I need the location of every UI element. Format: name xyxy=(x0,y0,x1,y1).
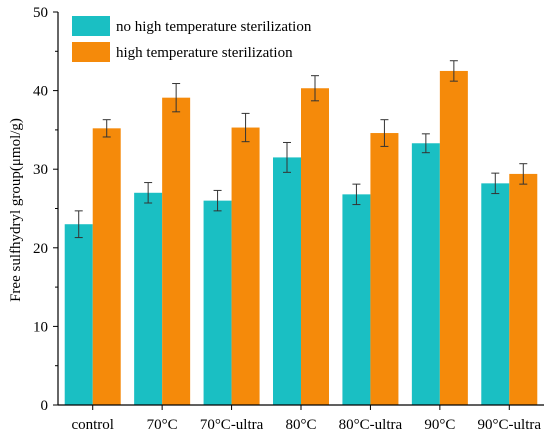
bar-sterilization-1 xyxy=(162,97,191,405)
bar-sterilization-3 xyxy=(301,88,329,405)
x-tick-label: 80°C-ultra xyxy=(339,417,403,433)
legend-label-1: high temperature sterilization xyxy=(116,45,293,61)
x-tick-label: 70°C xyxy=(147,417,178,433)
y-tick-label: 50 xyxy=(33,5,48,21)
y-tick-label: 20 xyxy=(33,241,48,257)
legend: no high temperature sterilization high te… xyxy=(72,16,312,62)
bar-no-sterilization-6 xyxy=(481,183,510,405)
x-tick-label: 80°C xyxy=(285,417,316,433)
bar-no-sterilization-1 xyxy=(134,192,163,405)
x-tick-label: 90°C-ultra xyxy=(478,417,542,433)
bar-no-sterilization-0 xyxy=(64,224,93,405)
error-bars-layer xyxy=(74,60,528,239)
y-tick-label: 0 xyxy=(41,398,49,414)
x-tick-label: 90°C xyxy=(424,417,455,433)
legend-swatch-1 xyxy=(72,42,110,62)
bar-sterilization-2 xyxy=(231,127,260,406)
x-tick-label: control xyxy=(71,417,114,433)
legend-label-0: no high temperature sterilization xyxy=(116,19,312,35)
bar-no-sterilization-5 xyxy=(411,143,440,405)
bar-sterilization-6 xyxy=(509,173,538,405)
legend-swatch-0 xyxy=(72,16,110,36)
bar-no-sterilization-3 xyxy=(273,157,301,405)
bar-sterilization-5 xyxy=(439,70,468,405)
x-tick-label: 70°C-ultra xyxy=(200,417,264,433)
bar-sterilization-4 xyxy=(370,133,399,405)
y-axis-label: Free sulfhydryl group(μmol/g) xyxy=(8,118,24,302)
y-tick-label: 30 xyxy=(33,162,48,178)
bar-sterilization-0 xyxy=(92,128,121,405)
bar-no-sterilization-2 xyxy=(203,200,232,405)
bars-layer xyxy=(64,70,538,406)
y-tick-label: 40 xyxy=(33,84,48,100)
axes-layer: control 70°C 70°C-ultra 80°C 80°C-ultra 90°C 9… xyxy=(33,5,544,433)
y-tick-label: 10 xyxy=(33,319,48,335)
bar-no-sterilization-4 xyxy=(342,194,371,405)
